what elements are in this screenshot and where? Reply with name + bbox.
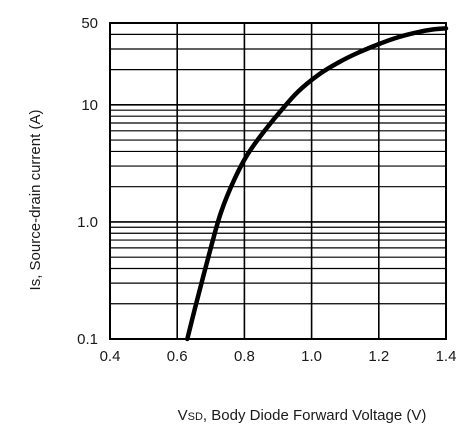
x-axis-label-prefix: V <box>178 407 188 424</box>
y-tick-labels: 0.1 1.0 10 50 <box>77 15 98 348</box>
y-tick-label: 50 <box>81 15 98 32</box>
x-tick-labels: 0.4 0.6 0.8 1.0 1.2 1.4 <box>100 348 456 365</box>
x-axis-label-suffix: , Body Diode Forward Voltage (V) <box>203 407 426 424</box>
grid-lines <box>109 22 447 340</box>
plot-frame <box>109 22 447 340</box>
x-tick-label: 0.4 <box>100 348 121 365</box>
x-tick-label: 0.8 <box>234 348 255 365</box>
x-axis-label: VSD, Body Diode Forward Voltage (V) <box>178 407 427 424</box>
x-tick-label: 1.4 <box>436 348 456 365</box>
x-tick-label: 0.6 <box>167 348 188 365</box>
x-tick-label: 1.0 <box>301 348 322 365</box>
y-tick-label: 1.0 <box>77 214 98 231</box>
series-layer <box>185 26 449 342</box>
x-tick-label: 1.2 <box>368 348 389 365</box>
x-axis-label-subscript: SD <box>188 411 203 423</box>
y-axis-label: Is, Source-drain current (A) <box>27 110 44 291</box>
series-line <box>185 26 449 342</box>
y-tick-label: 10 <box>81 97 98 114</box>
y-tick-label: 0.1 <box>77 331 98 348</box>
